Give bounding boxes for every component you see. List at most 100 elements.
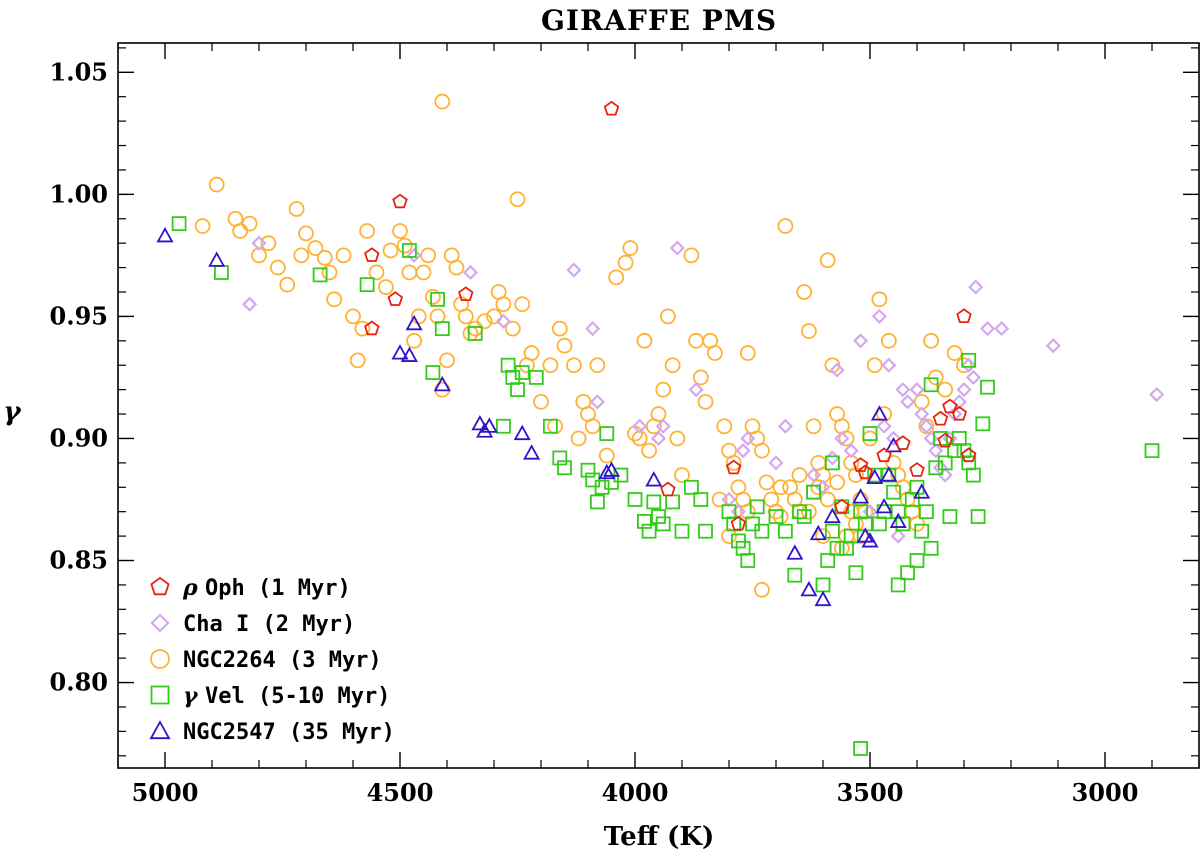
data-points <box>156 93 1165 756</box>
legend-pentagon-marker <box>150 576 170 596</box>
square-point <box>886 484 901 500</box>
triangle-point <box>645 471 663 487</box>
square-point <box>825 523 840 539</box>
square-point <box>580 462 596 478</box>
diamond-point <box>961 357 977 373</box>
y-axis-title: γ <box>3 397 22 427</box>
circle-point <box>805 418 822 435</box>
circle-point <box>801 503 817 520</box>
diamond-point <box>881 357 897 373</box>
diamond-point <box>650 430 667 447</box>
circle-point <box>862 430 878 447</box>
square-point <box>806 484 821 500</box>
pentagon-point <box>392 193 408 209</box>
circle-point <box>269 259 286 276</box>
legend-item: Cha I (2 Myr) <box>150 612 355 637</box>
y-tick-label: 0.90 <box>50 423 108 452</box>
square-point <box>768 509 784 524</box>
x-tick-label: 5000 <box>132 778 199 807</box>
circle-point <box>566 357 582 374</box>
pentagon-point <box>895 435 911 450</box>
diamond-point <box>585 321 601 337</box>
circle-point <box>674 467 690 483</box>
circle-point <box>415 264 432 281</box>
triangle-point <box>433 375 451 392</box>
x-axis-title: Teff (K) <box>604 822 715 852</box>
square-point <box>698 523 713 539</box>
circle-point <box>815 528 831 544</box>
circle-point <box>754 442 770 459</box>
diamond-point <box>735 443 751 459</box>
square-point <box>956 443 972 459</box>
y-tick-label: 1.00 <box>50 179 108 208</box>
circle-point <box>326 291 343 308</box>
square-point <box>942 509 958 524</box>
pentagon-point <box>942 398 958 414</box>
diamond-point <box>932 460 949 476</box>
circle-point <box>396 237 413 254</box>
circle-point <box>758 474 775 491</box>
circle-point <box>260 235 277 252</box>
pentagon-point <box>956 308 972 324</box>
square-point <box>975 416 991 432</box>
square-point <box>970 509 986 524</box>
square-point <box>890 577 906 593</box>
triangle-point <box>823 507 841 524</box>
diamond-point <box>251 235 267 251</box>
circle-point <box>354 320 371 337</box>
diamond-point <box>566 262 582 278</box>
diamond-point <box>462 264 479 281</box>
square-point <box>514 365 530 380</box>
square-point <box>895 516 911 532</box>
diamond-point <box>768 455 784 471</box>
legend-item: NGC2264 (3 Myr) <box>150 648 382 673</box>
square-point <box>937 455 953 471</box>
diamond-point <box>937 467 953 483</box>
triangle-point <box>471 414 489 431</box>
square-point <box>848 565 864 581</box>
series-pentagon <box>364 100 977 531</box>
square-point <box>557 460 572 476</box>
diamond-point <box>495 313 511 329</box>
circle-point <box>697 393 714 410</box>
square-point <box>792 504 807 520</box>
square-point <box>853 741 868 756</box>
square-point <box>928 460 944 476</box>
triangle-point <box>913 483 931 499</box>
pentagon-point <box>834 498 850 514</box>
triangle-point <box>875 497 893 514</box>
diamond-point <box>965 369 981 385</box>
legend-item: γ Vel (5-10 Myr) <box>150 683 390 709</box>
square-point <box>872 516 887 532</box>
legend-square-marker <box>150 685 170 705</box>
diamond-point <box>885 430 902 447</box>
square-point <box>500 357 516 373</box>
pentagon-point <box>932 410 949 426</box>
legend-triangle-marker <box>149 720 171 740</box>
circle-point <box>655 381 672 398</box>
legend: ρ Oph (1 Myr) Cha I (2 Myr) NGC2264 (3 Myr)… <box>149 575 395 745</box>
diamond-point <box>740 430 756 447</box>
circle-point <box>664 357 681 374</box>
legend-diamond-marker <box>150 613 170 633</box>
square-point <box>674 523 690 539</box>
legend-circle-marker <box>150 649 170 669</box>
circle-point <box>533 393 549 410</box>
circle-point <box>871 291 888 308</box>
circle-point <box>457 308 474 325</box>
triangle-point <box>880 466 898 482</box>
square-point <box>740 553 756 568</box>
legend-label: Cha I (2 Myr) <box>183 612 355 637</box>
diamond-point <box>928 443 944 459</box>
circle-point <box>476 313 493 330</box>
square-point <box>900 565 915 581</box>
square-point <box>594 479 610 495</box>
diamond-point <box>777 418 793 434</box>
circle-point <box>298 225 314 242</box>
circle-point <box>801 323 817 339</box>
triangle-point <box>400 346 418 362</box>
pentagon-point <box>951 405 968 421</box>
diamond-point <box>1045 338 1061 354</box>
diamond-point <box>994 321 1010 337</box>
x-tick-label: 3500 <box>837 778 904 807</box>
